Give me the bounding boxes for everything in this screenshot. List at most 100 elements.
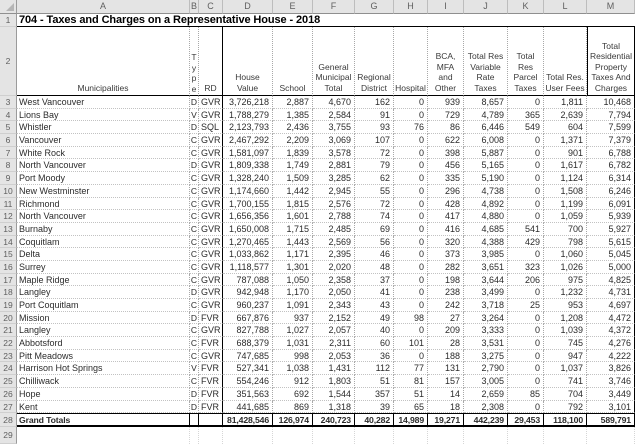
cell-general-municipal[interactable]: 2,569 bbox=[313, 235, 355, 249]
cell-parcel-taxes[interactable]: 0 bbox=[508, 159, 544, 173]
cell-user-fees[interactable]: 1,124 bbox=[544, 172, 587, 185]
cell-regional-district[interactable]: 91 bbox=[355, 108, 394, 122]
column-header-i[interactable]: I bbox=[428, 0, 464, 14]
cell-taxes-and-charges[interactable]: 5,927 bbox=[587, 222, 635, 236]
cell-parcel-taxes[interactable]: 0 bbox=[508, 197, 544, 211]
cell-regional-district[interactable]: 162 bbox=[355, 96, 394, 109]
cell-bca-mfa-other[interactable]: 456 bbox=[428, 159, 464, 173]
cell-municipality[interactable]: North Vancouver bbox=[17, 210, 190, 223]
cell-hospital[interactable]: 0 bbox=[394, 299, 428, 312]
cell-rd[interactable]: GVR bbox=[199, 260, 223, 274]
row-number[interactable]: 19 bbox=[0, 299, 17, 312]
cell-variable-rate-taxes[interactable]: 3,005 bbox=[464, 375, 508, 388]
cell-house-value[interactable]: 1,581,097 bbox=[223, 146, 273, 160]
cell-type[interactable]: D bbox=[190, 387, 199, 401]
cell-type[interactable]: C bbox=[190, 337, 199, 350]
cell-parcel-taxes[interactable]: 0 bbox=[508, 172, 544, 185]
cell-school[interactable]: 869 bbox=[273, 400, 313, 414]
cell-municipality[interactable]: Chilliwack bbox=[17, 375, 190, 388]
header-bca-mfa-other[interactable]: BCA, MFA and Other bbox=[428, 27, 464, 96]
cell-rd[interactable]: GVR bbox=[199, 235, 223, 249]
row-number-1[interactable]: 1 bbox=[0, 14, 17, 27]
header-type[interactable]: T y p e bbox=[190, 27, 199, 96]
cell-regional-district[interactable]: 72 bbox=[355, 197, 394, 211]
cell-general-municipal[interactable]: 1,803 bbox=[313, 375, 355, 388]
cell-hospital[interactable]: 0 bbox=[394, 260, 428, 274]
cell-general-municipal[interactable]: 2,152 bbox=[313, 311, 355, 325]
cell-taxes-and-charges[interactable]: 6,782 bbox=[587, 159, 635, 173]
cell-general-municipal[interactable]: 2,576 bbox=[313, 197, 355, 211]
header-total-res-user-fees[interactable]: Total Res. User Fees bbox=[544, 27, 587, 96]
row-number[interactable]: 5 bbox=[0, 121, 17, 135]
cell-parcel-taxes[interactable]: 0 bbox=[508, 210, 544, 223]
cell-hospital[interactable]: 0 bbox=[394, 324, 428, 338]
cell-bca-mfa-other[interactable]: 18 bbox=[428, 400, 464, 414]
cell-school[interactable]: 1,171 bbox=[273, 248, 313, 261]
cell-taxes-and-charges[interactable]: 7,599 bbox=[587, 121, 635, 135]
cell-user-fees[interactable]: 953 bbox=[544, 299, 587, 312]
cell-school[interactable]: 2,436 bbox=[273, 121, 313, 135]
cell-user-fees[interactable]: 1,026 bbox=[544, 260, 587, 274]
cell-rd[interactable]: GVR bbox=[199, 134, 223, 147]
cell-rd[interactable]: GVR bbox=[199, 159, 223, 173]
cell-user-fees[interactable]: 1,508 bbox=[544, 184, 587, 198]
row-number[interactable]: 9 bbox=[0, 172, 17, 185]
cell-rd[interactable]: GVR bbox=[199, 146, 223, 160]
cell-general-municipal[interactable]: 4,670 bbox=[313, 96, 355, 109]
cell-municipality[interactable]: White Rock bbox=[17, 146, 190, 160]
cell-rd[interactable]: GVR bbox=[199, 96, 223, 109]
cell-variable-rate-taxes[interactable]: 4,685 bbox=[464, 222, 508, 236]
cell-municipality[interactable]: Hope bbox=[17, 387, 190, 401]
cell-general-municipal[interactable]: 2,311 bbox=[313, 337, 355, 350]
cell-house-value[interactable]: 942,948 bbox=[223, 286, 273, 299]
cell-user-fees[interactable]: 704 bbox=[544, 387, 587, 401]
cell-bca-mfa-other[interactable]: 238 bbox=[428, 286, 464, 299]
cell-type[interactable]: V bbox=[190, 362, 199, 376]
cell-rd[interactable]: GVR bbox=[199, 324, 223, 338]
header-house-value[interactable]: House Value bbox=[223, 27, 273, 96]
cell-municipality[interactable]: Maple Ridge bbox=[17, 273, 190, 287]
cell-variable-rate-taxes[interactable]: 6,446 bbox=[464, 121, 508, 135]
cell-school[interactable]: 2,887 bbox=[273, 96, 313, 109]
cell-general-municipal[interactable]: 2,395 bbox=[313, 248, 355, 261]
cell-hospital[interactable]: 0 bbox=[394, 286, 428, 299]
cell-bca-mfa-other[interactable]: 188 bbox=[428, 349, 464, 363]
cell-house-value[interactable]: 667,876 bbox=[223, 311, 273, 325]
cell-parcel-taxes[interactable]: 0 bbox=[508, 324, 544, 338]
cell-variable-rate-taxes[interactable]: 4,789 bbox=[464, 108, 508, 122]
cell-school[interactable]: 1,050 bbox=[273, 273, 313, 287]
cell-municipality[interactable]: Port Moody bbox=[17, 172, 190, 185]
cell-school[interactable]: 1,170 bbox=[273, 286, 313, 299]
cell-hospital[interactable]: 77 bbox=[394, 362, 428, 376]
cell-house-value[interactable]: 1,328,240 bbox=[223, 172, 273, 185]
cell-regional-district[interactable]: 41 bbox=[355, 286, 394, 299]
cell-municipality[interactable]: Delta bbox=[17, 248, 190, 261]
cell-variable-rate-taxes[interactable]: 3,644 bbox=[464, 273, 508, 287]
cell-rd[interactable]: GVR bbox=[199, 299, 223, 312]
cell-municipality[interactable]: Langley bbox=[17, 286, 190, 299]
cell-user-fees[interactable]: 975 bbox=[544, 273, 587, 287]
column-header-d[interactable]: D bbox=[223, 0, 273, 14]
header-total-res-variable[interactable]: Total Res Variable Rate Taxes bbox=[464, 27, 508, 96]
cell-house-value[interactable]: 688,379 bbox=[223, 337, 273, 350]
total-taxes-and-charges[interactable]: 589,791 bbox=[587, 413, 635, 428]
cell-user-fees[interactable]: 741 bbox=[544, 375, 587, 388]
row-number[interactable]: 13 bbox=[0, 222, 17, 236]
cell-regional-district[interactable]: 112 bbox=[355, 362, 394, 376]
cell-variable-rate-taxes[interactable]: 5,190 bbox=[464, 172, 508, 185]
cell-house-value[interactable]: 1,809,338 bbox=[223, 159, 273, 173]
cell-type[interactable]: D bbox=[190, 311, 199, 325]
cell-hospital[interactable]: 65 bbox=[394, 400, 428, 414]
cell-rd[interactable]: GVR bbox=[199, 184, 223, 198]
cell-municipality[interactable]: Richmond bbox=[17, 197, 190, 211]
cell-parcel-taxes[interactable]: 429 bbox=[508, 235, 544, 249]
cell-type[interactable]: C bbox=[190, 375, 199, 388]
cell-general-municipal[interactable]: 2,020 bbox=[313, 260, 355, 274]
cell-taxes-and-charges[interactable]: 7,379 bbox=[587, 134, 635, 147]
cell-variable-rate-taxes[interactable]: 5,887 bbox=[464, 146, 508, 160]
cell-rd[interactable]: GVR bbox=[199, 172, 223, 185]
cell-school[interactable]: 912 bbox=[273, 375, 313, 388]
cell-house-value[interactable]: 827,788 bbox=[223, 324, 273, 338]
cell-parcel-taxes[interactable]: 365 bbox=[508, 108, 544, 122]
cell-regional-district[interactable]: 46 bbox=[355, 248, 394, 261]
